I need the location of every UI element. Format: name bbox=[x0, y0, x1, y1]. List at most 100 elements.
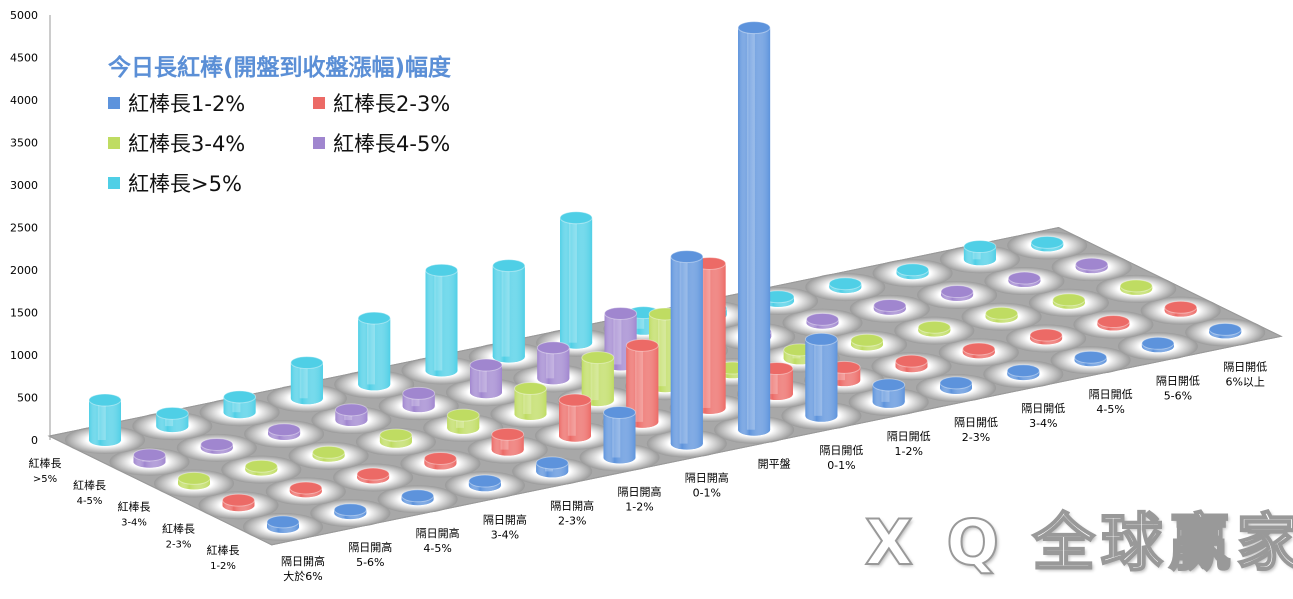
x-category-label: 隔日開低 2-3% bbox=[954, 416, 998, 444]
x-category-label: 隔日開低 5-6% bbox=[1156, 374, 1200, 402]
cylinder-bar bbox=[469, 358, 503, 399]
cylinder-bar bbox=[357, 311, 391, 391]
y-tick-label: 0 bbox=[31, 434, 38, 447]
cylinder-bar bbox=[895, 354, 928, 373]
legend-item: 紅棒長2-3% bbox=[313, 88, 450, 118]
legend-swatch bbox=[313, 137, 325, 149]
legend-swatch bbox=[108, 97, 120, 109]
cylinder-bar bbox=[1096, 315, 1130, 331]
cylinder-bar bbox=[985, 306, 1019, 323]
cylinder-bar bbox=[917, 320, 951, 337]
series-row-label: 紅棒長 1-2% bbox=[207, 543, 240, 572]
cylinder-bar bbox=[806, 312, 839, 329]
cylinder-bar bbox=[222, 493, 255, 512]
cylinder-bar bbox=[1030, 235, 1064, 252]
legend-swatch bbox=[108, 137, 120, 149]
cylinder-bar bbox=[559, 211, 593, 349]
cylinder-bar bbox=[1208, 322, 1242, 339]
cylinder-bar bbox=[625, 338, 659, 428]
cylinder-bar bbox=[289, 481, 323, 498]
cylinder-bar bbox=[603, 405, 636, 464]
x-category-label: 隔日開高 1-2% bbox=[618, 485, 662, 514]
legend-item: 紅棒長4-5% bbox=[313, 128, 450, 158]
y-tick-label: 3500 bbox=[10, 137, 38, 150]
series-row-label: 紅棒長>5% bbox=[29, 456, 62, 485]
cylinder-bar bbox=[244, 459, 278, 476]
cylinder-bar bbox=[401, 489, 435, 506]
legend-swatch bbox=[313, 97, 325, 109]
x-category-label: 隔日開低 3-4% bbox=[1021, 402, 1065, 430]
cylinder-bar bbox=[402, 386, 436, 413]
y-tick-label: 5000 bbox=[10, 9, 38, 22]
x-category-label: 隔日開高 0-1% bbox=[685, 471, 729, 500]
cylinder-bar bbox=[1164, 300, 1198, 317]
legend-item: 紅棒長1-2% bbox=[108, 88, 245, 118]
cylinder-bar bbox=[828, 277, 862, 294]
xq-watermark-logo: X Q 全球贏家 bbox=[864, 505, 1293, 580]
cylinder-bar bbox=[1029, 328, 1063, 345]
legend-item: 紅棒長3-4% bbox=[108, 128, 245, 158]
cylinder-bar bbox=[88, 393, 122, 446]
cylinder-bar bbox=[492, 259, 526, 363]
cylinder-bar bbox=[940, 285, 974, 301]
cylinder-bar bbox=[872, 378, 906, 408]
cylinder-bar bbox=[290, 356, 324, 405]
cylinder-bar bbox=[491, 427, 525, 456]
cylinder-bar bbox=[1052, 293, 1086, 309]
cylinder-bar bbox=[133, 448, 166, 468]
cylinder-bar bbox=[581, 351, 615, 407]
x-category-label: 隔日開低 1-2% bbox=[887, 430, 931, 458]
cylinder-bar bbox=[896, 263, 930, 280]
y-tick-label: 4000 bbox=[10, 94, 38, 107]
floor-edge bbox=[47, 227, 1283, 546]
cylinder-bar bbox=[356, 467, 390, 484]
y-tick-label: 1500 bbox=[10, 307, 38, 320]
cylinder-bar bbox=[873, 298, 907, 315]
x-category-label: 開平盤 bbox=[758, 458, 791, 471]
legend-swatch bbox=[108, 177, 120, 189]
x-category-label: 隔日開低 4-5% bbox=[1089, 388, 1133, 416]
chart-title: 今日長紅棒(開盤到收盤漲幅)幅度 bbox=[108, 55, 452, 81]
x-category-label: 隔日開高大於6% bbox=[281, 554, 325, 583]
y-tick-label: 4500 bbox=[10, 52, 38, 65]
y-tick-label: 2000 bbox=[10, 264, 38, 277]
cylinder-bar bbox=[850, 333, 884, 351]
cylinder-bar bbox=[1141, 336, 1175, 353]
cylinder-bar bbox=[267, 423, 301, 440]
cylinder-bar bbox=[446, 408, 480, 434]
cylinder-bar bbox=[804, 332, 838, 422]
cylinder-bar bbox=[536, 341, 570, 385]
x-category-label: 隔日開高 4-5% bbox=[416, 526, 460, 555]
cylinder-bar bbox=[200, 437, 234, 454]
cylinder-bar bbox=[514, 382, 547, 420]
cylinder-bar bbox=[737, 21, 771, 436]
y-tick-label: 3000 bbox=[10, 179, 38, 192]
x-category-label: 隔日開低 6%以上 bbox=[1223, 360, 1267, 388]
cylinder-bar bbox=[425, 263, 458, 377]
cylinder-bar bbox=[963, 240, 997, 266]
x-category-label: 隔日開高 3-4% bbox=[483, 512, 527, 541]
cylinder-bar bbox=[155, 406, 189, 433]
cylinder-bar bbox=[379, 428, 413, 448]
cylinder-bar bbox=[177, 471, 211, 490]
cylinder-bar bbox=[962, 342, 996, 359]
series-row-label: 紅棒長 3-4% bbox=[118, 500, 151, 529]
y-tick-label: 500 bbox=[17, 392, 38, 405]
cylinder-bar bbox=[1006, 364, 1040, 381]
legend-item: 紅棒長>5% bbox=[108, 168, 242, 198]
cylinder-bar bbox=[1119, 279, 1153, 295]
cylinder-bar bbox=[468, 474, 502, 492]
cylinder-bar bbox=[223, 390, 257, 419]
cylinder-bar bbox=[423, 451, 457, 470]
y-tick-label: 1000 bbox=[10, 349, 38, 362]
x-category-label: 隔日開高 2-3% bbox=[550, 498, 594, 527]
cylinder-bar bbox=[670, 250, 704, 450]
series-row-label: 紅棒長 2-3% bbox=[162, 521, 195, 550]
x-category-label: 隔日開高 5-6% bbox=[348, 540, 392, 569]
x-category-label: 隔日開低 0-1% bbox=[819, 444, 863, 472]
cylinder-bar bbox=[333, 503, 367, 520]
cylinder-bar bbox=[1007, 271, 1041, 288]
y-tick-label: 2500 bbox=[10, 222, 38, 235]
cylinder-bar bbox=[312, 445, 346, 462]
cylinder-bar bbox=[558, 393, 592, 442]
